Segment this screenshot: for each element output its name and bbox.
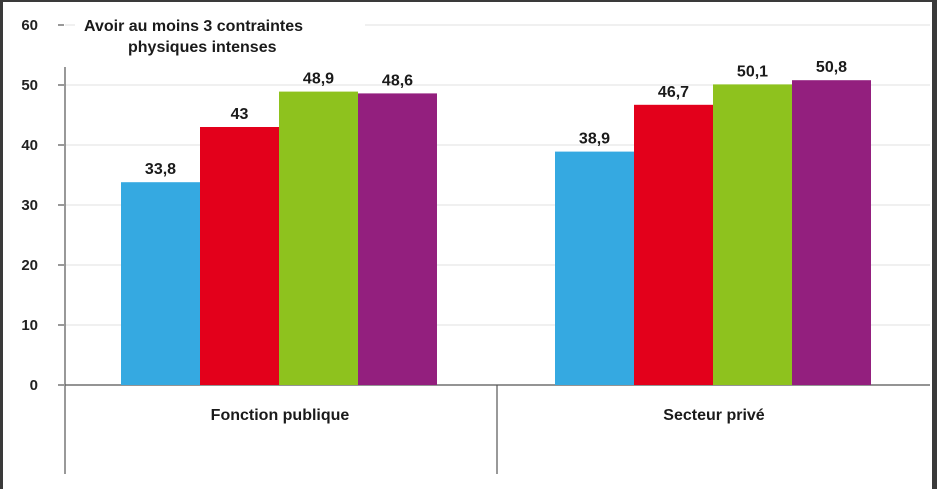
y-tick-label-60: 60 (21, 17, 38, 34)
bar-secteur-priv--series-3 (713, 84, 792, 386)
bar-layer (121, 80, 871, 386)
chart-title-line-1: Avoir au moins 3 contraintes (84, 18, 303, 35)
bar-fonction-publique-series-1 (121, 182, 200, 385)
bar-secteur-priv--series-2 (634, 104, 713, 386)
data-label-1-2: 50,1 (737, 63, 768, 80)
chart-title-line-2: physiques intenses (128, 39, 277, 56)
label-layer: 33,8 38,9 43 46,7 48,9 50,1 48,6 50,8 (145, 59, 847, 178)
top-border (0, 0, 937, 2)
bar-secteur-priv--series-1 (555, 151, 634, 385)
data-label-1-0: 38,9 (579, 131, 610, 148)
y-tick-label-50: 50 (21, 77, 38, 94)
category-label-secteur-prive: Secteur privé (663, 407, 764, 424)
y-tick-label-0: 0 (30, 377, 38, 394)
y-tick-label-10: 10 (21, 317, 38, 334)
data-label-0-3: 48,6 (382, 72, 413, 89)
right-border (932, 0, 937, 489)
left-border (0, 0, 3, 489)
y-tick-label-30: 30 (21, 197, 38, 214)
bar-secteur-priv--series-4 (792, 80, 871, 385)
data-label-1-3: 50,8 (816, 59, 847, 76)
data-label-1-1: 46,7 (658, 84, 689, 101)
data-label-0-1: 43 (231, 106, 249, 123)
category-label-fonction-publique: Fonction publique (211, 407, 350, 424)
bar-fonction-publique-series-4 (358, 93, 437, 386)
y-tick-label-40: 40 (21, 137, 38, 154)
y-tick-label-20: 20 (21, 257, 38, 274)
data-label-0-2: 48,9 (303, 71, 334, 88)
bar-fonction-publique-series-2 (200, 127, 279, 385)
bar-fonction-publique-series-3 (279, 91, 358, 385)
title-background (75, 12, 365, 64)
data-label-0-0: 33,8 (145, 161, 176, 178)
